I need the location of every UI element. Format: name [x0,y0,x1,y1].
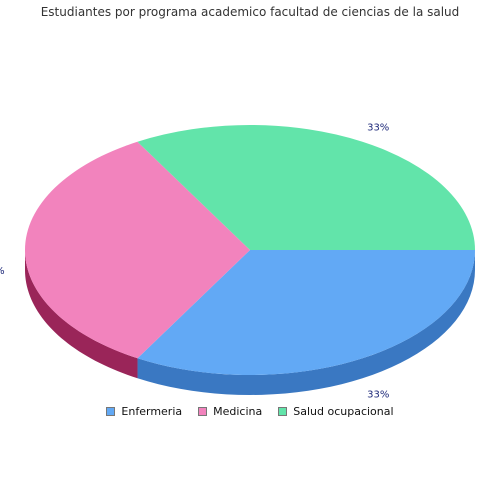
pie-slice-medicina [24,141,251,359]
pie-side-medicina [25,250,138,379]
legend-label-enfermeria: Enfermeria [121,405,183,418]
legend-item-salud-ocupacional: Salud ocupacional [278,405,394,418]
data-label-salud-ocupacional: 33% [367,123,389,134]
legend-item-enfermeria: Enfermeria [106,405,182,418]
chart-title: Estudiantes por programa academico facul… [40,5,460,19]
legend-swatch-salud-ocupacional [278,407,288,416]
legend-item-medicina: Medicina [198,405,262,418]
legend-label-salud-ocupacional: Salud ocupacional [293,405,394,418]
legend-swatch-medicina [198,407,208,416]
data-label-medicina: 33% [0,266,5,277]
data-label-enfermeria: 33% [367,389,389,400]
legend-label-medicina: Medicina [213,405,263,418]
pie-slice-enfermeria [137,250,476,376]
pie-side-enfermeria [137,250,476,395]
pie-slice-salud-ocupacional [137,124,476,250]
legend: Enfermeria Medicina Salud ocupacional [0,405,500,418]
legend-swatch-enfermeria [106,407,116,416]
